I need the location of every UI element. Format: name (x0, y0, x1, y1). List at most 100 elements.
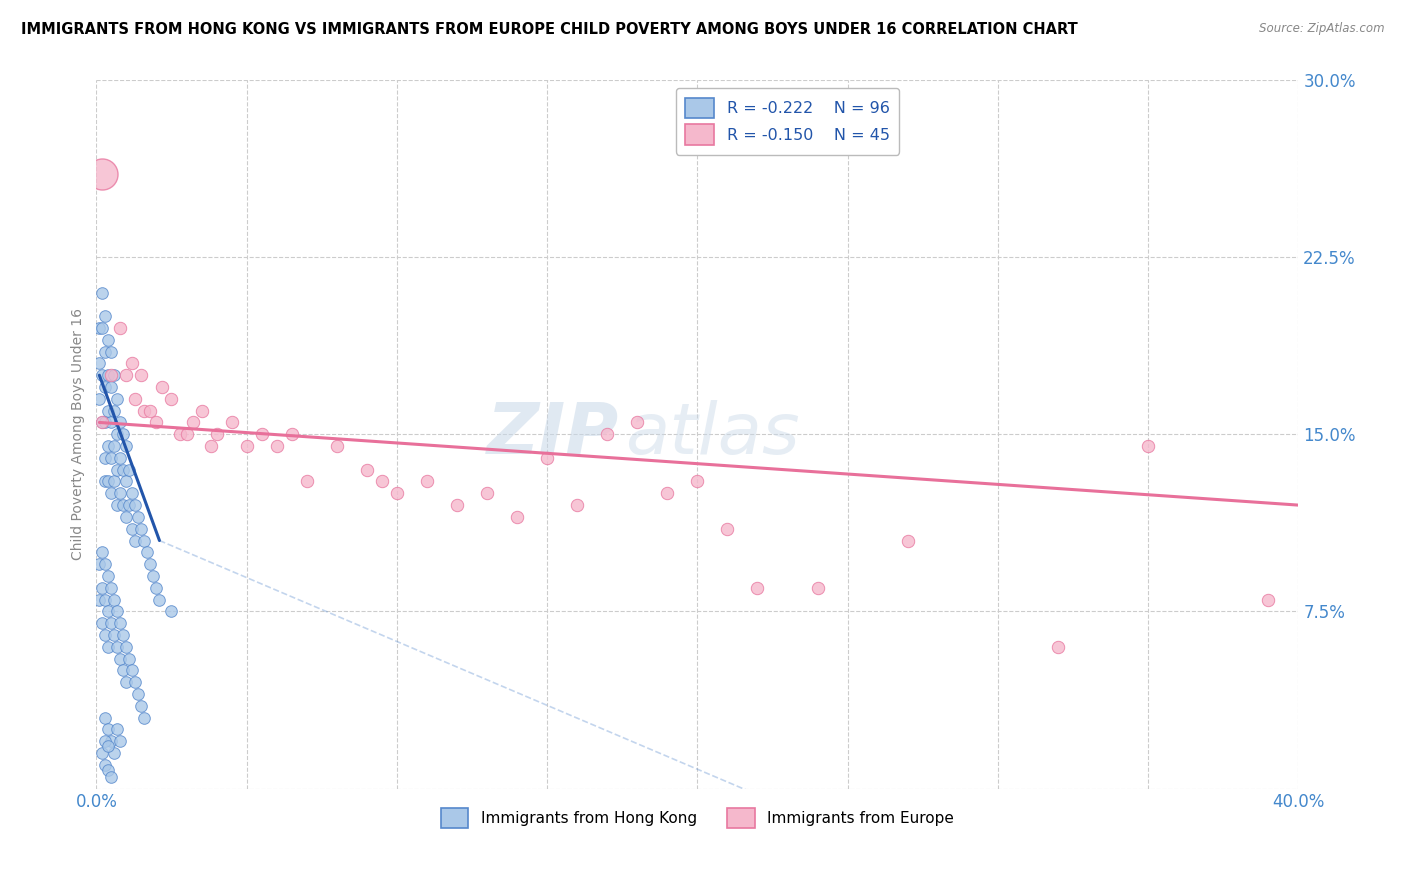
Point (121, 486, 143, 500)
Point (115, 475, 138, 489)
Point (127, 510, 149, 524)
Point (89, 321, 111, 335)
Point (176, 427, 198, 442)
Point (266, 439, 288, 453)
Point (100, 450, 122, 465)
Point (139, 403, 162, 417)
Point (205, 427, 228, 442)
Point (105, 498, 128, 512)
Point (91, 168, 114, 182)
Point (105, 427, 128, 442)
Point (124, 392, 146, 406)
Point (94, 380, 117, 394)
Point (169, 427, 191, 442)
Point (110, 486, 132, 500)
Point (121, 664, 143, 678)
Point (97, 723, 120, 737)
Point (142, 569, 165, 583)
Point (103, 592, 125, 607)
Point (94, 734, 117, 748)
Point (131, 368, 153, 383)
Point (100, 581, 122, 595)
Point (221, 416, 243, 430)
Point (97, 763, 120, 777)
Point (94, 309, 117, 323)
Text: atlas: atlas (626, 400, 800, 469)
Point (110, 321, 132, 335)
Point (105, 640, 128, 654)
Point (100, 616, 122, 631)
Point (97, 403, 120, 417)
Point (89, 392, 111, 406)
Point (91, 416, 114, 430)
Point (124, 533, 146, 548)
Point (110, 450, 132, 465)
Text: Source: ZipAtlas.com: Source: ZipAtlas.com (1260, 22, 1385, 36)
Point (110, 416, 132, 430)
Point (100, 770, 122, 784)
Point (103, 475, 125, 489)
Point (356, 463, 378, 477)
Point (91, 368, 114, 383)
Point (110, 616, 132, 631)
Point (100, 344, 122, 359)
Point (100, 368, 122, 383)
Point (91, 616, 114, 631)
Point (134, 403, 156, 417)
Point (115, 510, 138, 524)
Point (626, 416, 648, 430)
Point (91, 321, 114, 335)
Point (506, 510, 529, 524)
Point (103, 403, 125, 417)
Point (280, 427, 302, 442)
Point (446, 498, 468, 512)
Point (134, 711, 156, 725)
Point (596, 427, 619, 442)
Point (94, 475, 117, 489)
Point (105, 392, 128, 406)
Point (100, 416, 122, 430)
Point (536, 450, 558, 465)
Point (152, 380, 174, 394)
Point (103, 746, 125, 760)
Point (136, 545, 159, 559)
Point (115, 640, 138, 654)
Point (110, 734, 132, 748)
Point (94, 592, 117, 607)
Point (371, 475, 394, 489)
Point (94, 557, 117, 571)
Point (145, 416, 167, 430)
Point (139, 557, 162, 571)
Point (686, 475, 709, 489)
Point (160, 392, 183, 406)
Point (127, 687, 149, 701)
Point (97, 368, 120, 383)
Point (97, 739, 120, 753)
Point (747, 581, 769, 595)
Point (94, 450, 117, 465)
Text: IMMIGRANTS FROM HONG KONG VS IMMIGRANTS FROM EUROPE CHILD POVERTY AMONG BOYS UND: IMMIGRANTS FROM HONG KONG VS IMMIGRANTS … (21, 22, 1078, 37)
Point (97, 569, 120, 583)
Point (97, 475, 120, 489)
Point (190, 403, 212, 417)
Point (91, 545, 114, 559)
Point (145, 581, 167, 595)
Point (97, 439, 120, 453)
Point (115, 368, 138, 383)
Point (200, 439, 222, 453)
Point (565, 498, 588, 512)
Point (89, 557, 111, 571)
Point (103, 628, 125, 642)
Point (124, 498, 146, 512)
Point (115, 439, 138, 453)
Y-axis label: Child Poverty Among Boys Under 16: Child Poverty Among Boys Under 16 (72, 309, 86, 560)
Point (121, 522, 143, 536)
Point (235, 439, 257, 453)
Point (416, 475, 439, 489)
Point (1257, 592, 1279, 607)
Point (89, 592, 111, 607)
Point (181, 416, 204, 430)
Point (94, 758, 117, 772)
Point (112, 463, 135, 477)
Point (148, 592, 170, 607)
